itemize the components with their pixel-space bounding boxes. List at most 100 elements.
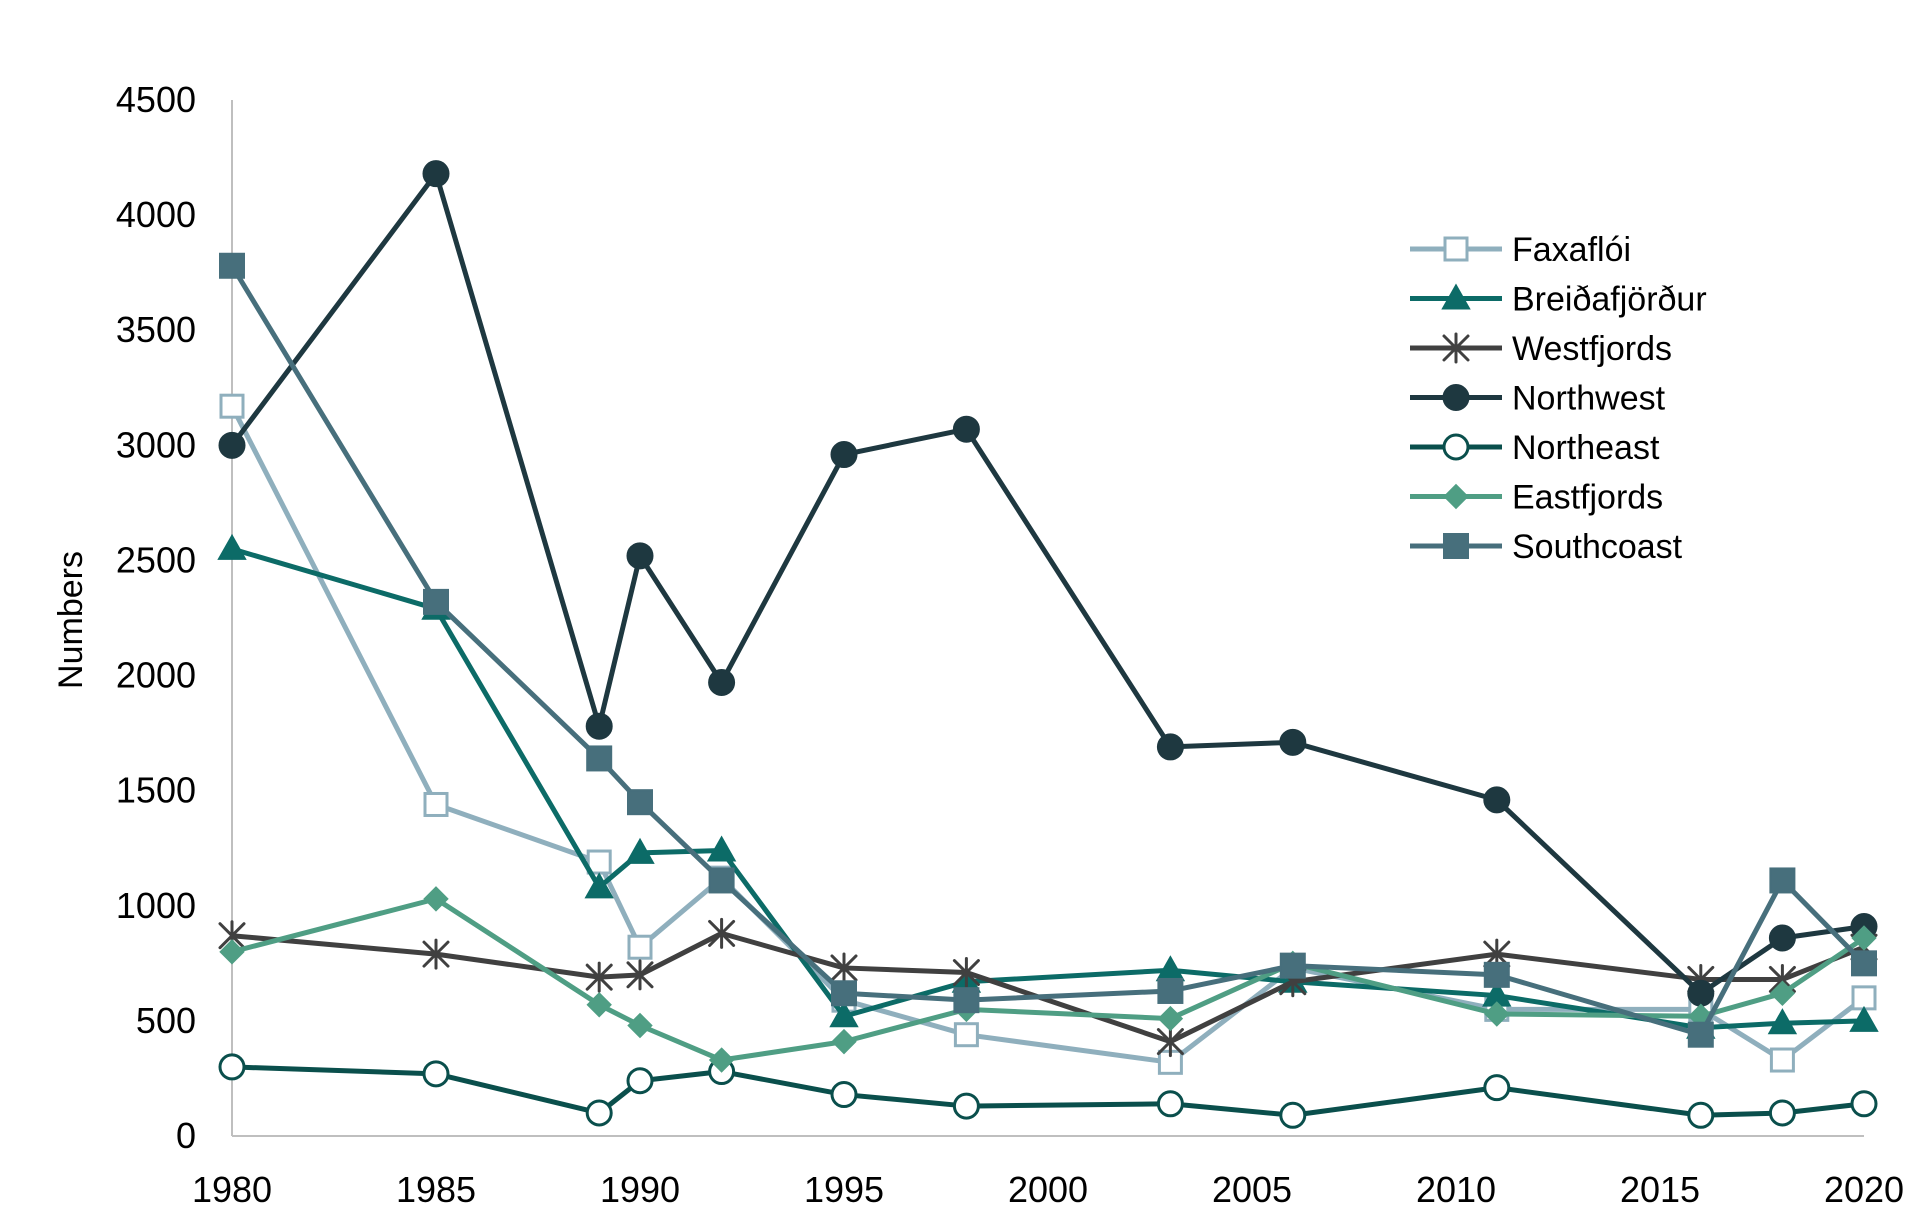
series-brei-afjo-r-ur xyxy=(217,533,1879,1039)
data-point-southcoast xyxy=(831,980,857,1007)
data-point-eastfjords xyxy=(627,1012,653,1039)
series-line-brei-afjo-r-ur xyxy=(231,546,1865,1031)
y-tick-label: 3000 xyxy=(116,424,196,465)
data-point-northwest xyxy=(585,712,613,740)
data-point-westfjords xyxy=(952,957,980,989)
data-point-eastfjords xyxy=(1851,925,1877,951)
y-tick-label: 500 xyxy=(136,1000,196,1041)
data-point-northwest xyxy=(218,431,246,459)
legend-item-eastfjords: Eastfjords xyxy=(1410,479,1663,517)
legend-marker xyxy=(1441,283,1471,310)
data-point-southcoast xyxy=(953,987,980,1014)
data-point-westfjords xyxy=(708,917,736,949)
x-tick-label: 2010 xyxy=(1416,1169,1496,1210)
data-point-southcoast xyxy=(1157,977,1184,1004)
data-point-brei-afjo-r-ur xyxy=(217,533,247,560)
series-faxaflo-i xyxy=(219,393,1877,1075)
legend-marker xyxy=(1442,332,1470,364)
data-point-westfjords xyxy=(585,961,613,993)
series-line-westfjords xyxy=(231,930,1865,1045)
data-point-southcoast xyxy=(708,867,735,894)
data-point-faxaflo-i xyxy=(423,791,449,817)
data-point-northwest xyxy=(830,441,858,469)
data-point-northeast xyxy=(1279,1101,1307,1129)
x-tick-label: 1985 xyxy=(396,1169,476,1210)
x-tick-label: 2020 xyxy=(1824,1169,1904,1210)
series-northwest xyxy=(218,160,1878,1007)
data-point-southcoast xyxy=(1769,867,1796,894)
data-point-northeast xyxy=(952,1092,980,1120)
series-southcoast xyxy=(219,252,1877,1048)
x-tick-label: 2005 xyxy=(1212,1169,1292,1210)
legend-label: Faxaflói xyxy=(1512,231,1631,269)
data-point-westfjords xyxy=(422,938,450,970)
data-point-northwest xyxy=(1687,979,1715,1007)
legend-marker xyxy=(1443,236,1469,262)
x-tick-labels: 1980 1985 1990 1995 2000 2005 2010 2015 2020 xyxy=(192,1169,1904,1210)
x-tick-label: 1990 xyxy=(600,1169,680,1210)
data-point-faxaflo-i xyxy=(627,934,653,960)
data-point-brei-afjo-r-ur xyxy=(706,835,737,862)
legend-item-westfjords: Westfjords xyxy=(1410,330,1672,368)
data-point-northeast xyxy=(1687,1101,1715,1129)
data-point-southcoast xyxy=(1851,950,1877,977)
legend-item-northwest: Northwest xyxy=(1410,380,1666,418)
data-point-southcoast xyxy=(1279,952,1306,979)
data-point-northeast xyxy=(585,1099,613,1127)
legend-marker xyxy=(1442,384,1470,411)
data-point-westfjords xyxy=(626,959,654,991)
data-point-southcoast xyxy=(423,588,449,615)
legend: Faxaflói Breiðafjörður Westfjords Northwest… xyxy=(1410,231,1707,566)
legend-label: Northwest xyxy=(1512,380,1666,418)
data-point-southcoast xyxy=(1687,1021,1714,1048)
data-point-northwest xyxy=(1768,924,1796,952)
data-point-westfjords xyxy=(1156,1026,1184,1058)
data-point-northwest xyxy=(1483,786,1511,814)
x-tick-label: 2000 xyxy=(1008,1169,1088,1210)
legend-label: Southcoast xyxy=(1512,528,1683,566)
data-point-westfjords xyxy=(830,952,858,984)
data-point-northeast xyxy=(1850,1090,1878,1118)
data-point-eastfjords xyxy=(1769,980,1796,1006)
y-axis-title: Numbers xyxy=(52,551,90,689)
data-point-faxaflo-i xyxy=(219,393,245,419)
y-tick-label: 4000 xyxy=(116,194,196,235)
series-northeast xyxy=(218,1053,1878,1129)
data-point-northeast xyxy=(830,1081,858,1109)
data-point-southcoast xyxy=(586,745,613,772)
data-point-eastfjords xyxy=(1157,1005,1184,1032)
data-point-brei-afjo-r-ur xyxy=(829,1001,859,1028)
legend-item-southcoast: Southcoast xyxy=(1410,528,1683,566)
data-point-eastfjords xyxy=(708,1047,735,1073)
legend-marker xyxy=(1443,533,1469,559)
data-point-northeast xyxy=(218,1053,246,1081)
data-point-eastfjords xyxy=(423,886,449,912)
data-point-northwest xyxy=(422,160,450,188)
series-layer xyxy=(217,160,1879,1129)
data-point-faxaflo-i xyxy=(953,1022,979,1048)
legend-item-brei-afjo-r-ur: Breiðafjörður xyxy=(1410,281,1707,319)
y-tick-label: 2000 xyxy=(116,655,196,696)
legend-marker xyxy=(1442,433,1470,461)
x-tick-label: 2015 xyxy=(1620,1169,1700,1210)
x-tick-label: 1980 xyxy=(192,1169,272,1210)
data-point-eastfjords xyxy=(586,992,612,1018)
data-point-northwest xyxy=(1279,728,1307,756)
y-tick-label: 1000 xyxy=(116,885,196,926)
data-point-faxaflo-i xyxy=(1769,1047,1795,1073)
data-point-faxaflo-i xyxy=(1851,985,1877,1011)
data-point-eastfjords xyxy=(1484,1001,1510,1027)
data-point-northwest xyxy=(1156,733,1184,761)
x-tick-label: 1995 xyxy=(804,1169,884,1210)
data-point-southcoast xyxy=(219,252,245,279)
data-point-brei-afjo-r-ur xyxy=(1849,1005,1879,1032)
data-point-northwest xyxy=(626,542,654,570)
legend-label: Westfjords xyxy=(1512,330,1672,368)
series-line-northeast xyxy=(231,1064,1865,1118)
y-tick-label: 3500 xyxy=(116,309,196,350)
data-point-northeast xyxy=(1156,1090,1184,1118)
data-point-brei-afjo-r-ur xyxy=(625,837,655,864)
legend-item-northeast: Northeast xyxy=(1410,429,1660,467)
data-point-northeast xyxy=(626,1067,654,1095)
